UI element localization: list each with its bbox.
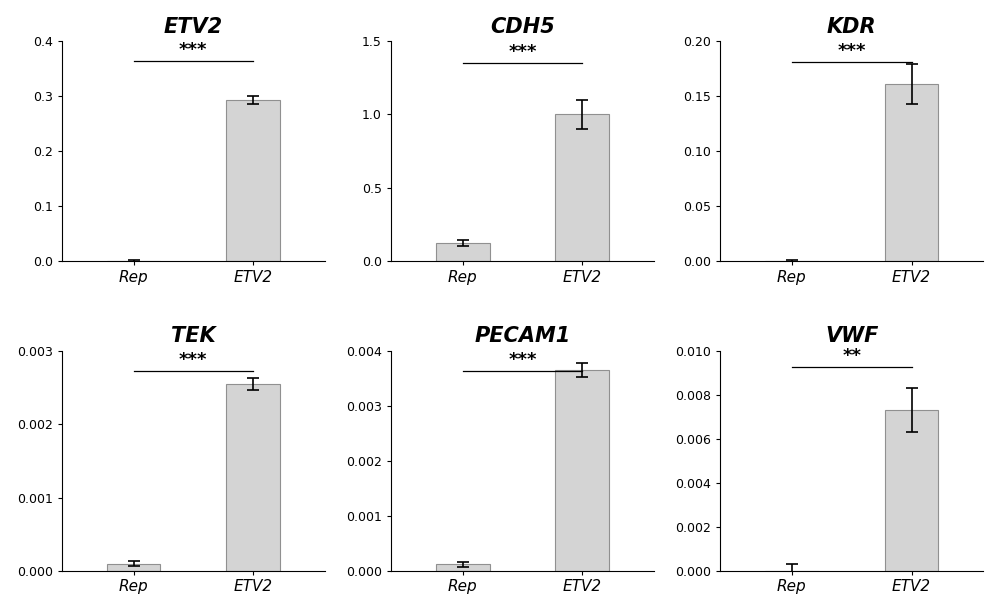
Bar (555, 370, 609, 571)
Bar (436, 565, 490, 571)
Title: ETV2: ETV2 (164, 16, 223, 37)
Text: ***: *** (837, 42, 866, 60)
Bar (885, 410, 938, 571)
Text: ***: *** (179, 40, 208, 59)
Bar (436, 243, 490, 262)
Title: TEK: TEK (171, 326, 216, 346)
Title: VWF: VWF (825, 326, 878, 346)
Bar (885, 84, 938, 262)
Text: ***: *** (508, 43, 537, 61)
Bar (555, 114, 609, 262)
Bar (107, 564, 160, 571)
Text: ***: *** (508, 351, 537, 369)
Text: **: ** (842, 347, 861, 365)
Title: PECAM1: PECAM1 (474, 326, 571, 346)
Text: ***: *** (179, 351, 208, 369)
Bar (226, 384, 280, 571)
Bar (226, 100, 280, 262)
Title: KDR: KDR (827, 16, 876, 37)
Title: CDH5: CDH5 (490, 16, 555, 37)
